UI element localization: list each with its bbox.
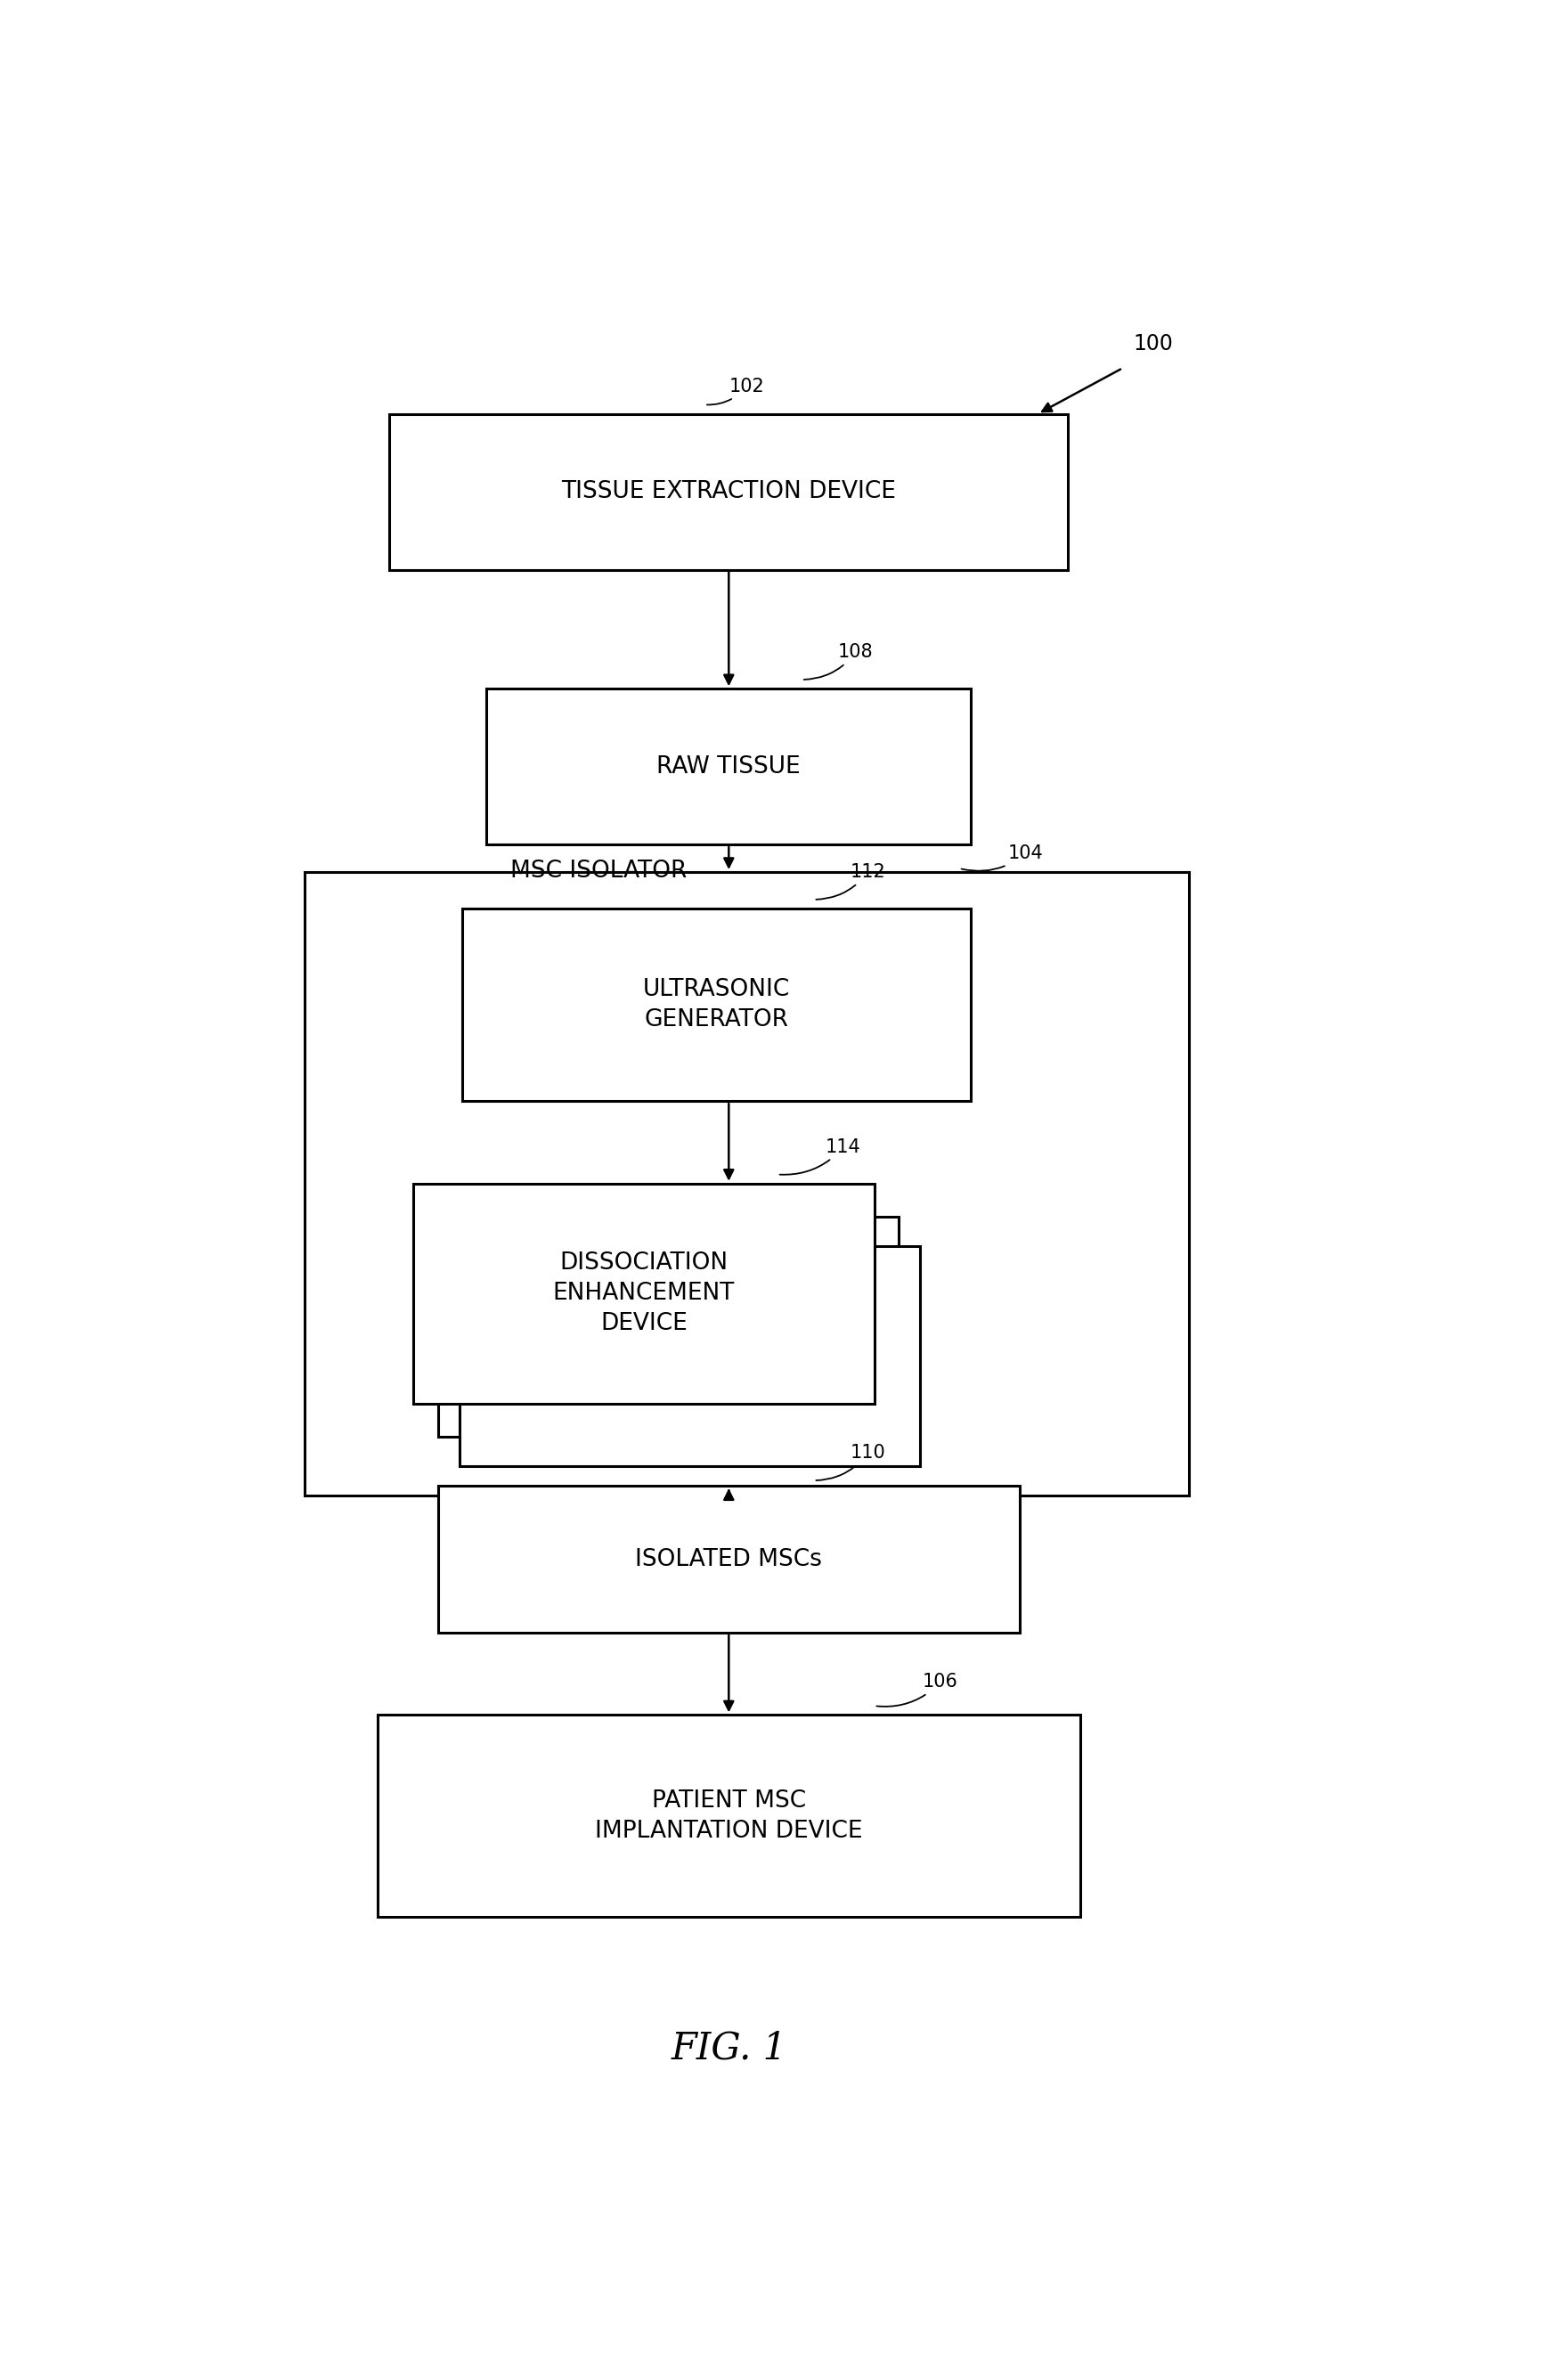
Text: ULTRASONIC
GENERATOR: ULTRASONIC GENERATOR xyxy=(642,978,789,1031)
Bar xyxy=(438,1485,1019,1633)
Bar xyxy=(486,688,971,845)
Bar xyxy=(377,1716,1080,1916)
Text: 110: 110 xyxy=(816,1445,885,1480)
Text: PATIENT MSC
IMPLANTATION DEVICE: PATIENT MSC IMPLANTATION DEVICE xyxy=(594,1790,863,1842)
Text: 114: 114 xyxy=(780,1138,861,1176)
Bar xyxy=(413,1183,874,1404)
Text: DISSOCIATION
ENHANCEMENT
DEVICE: DISSOCIATION ENHANCEMENT DEVICE xyxy=(553,1252,735,1335)
Text: TISSUE EXTRACTION DEVICE: TISSUE EXTRACTION DEVICE xyxy=(561,481,896,502)
Text: ISOLATED MSCs: ISOLATED MSCs xyxy=(635,1547,822,1571)
Text: 108: 108 xyxy=(803,643,872,681)
Text: FIG. 1: FIG. 1 xyxy=(671,2030,786,2068)
Bar xyxy=(463,909,971,1102)
Text: MSC ISOLATOR: MSC ISOLATOR xyxy=(510,859,686,883)
Bar xyxy=(305,871,1189,1495)
Text: 112: 112 xyxy=(816,864,885,900)
Bar xyxy=(389,414,1068,569)
Text: 102: 102 xyxy=(706,378,764,405)
Bar xyxy=(460,1245,919,1466)
Text: 106: 106 xyxy=(877,1673,958,1706)
Text: 100: 100 xyxy=(1132,333,1172,355)
Bar xyxy=(438,1216,897,1438)
Text: 104: 104 xyxy=(961,845,1043,871)
Text: RAW TISSUE: RAW TISSUE xyxy=(656,754,800,778)
